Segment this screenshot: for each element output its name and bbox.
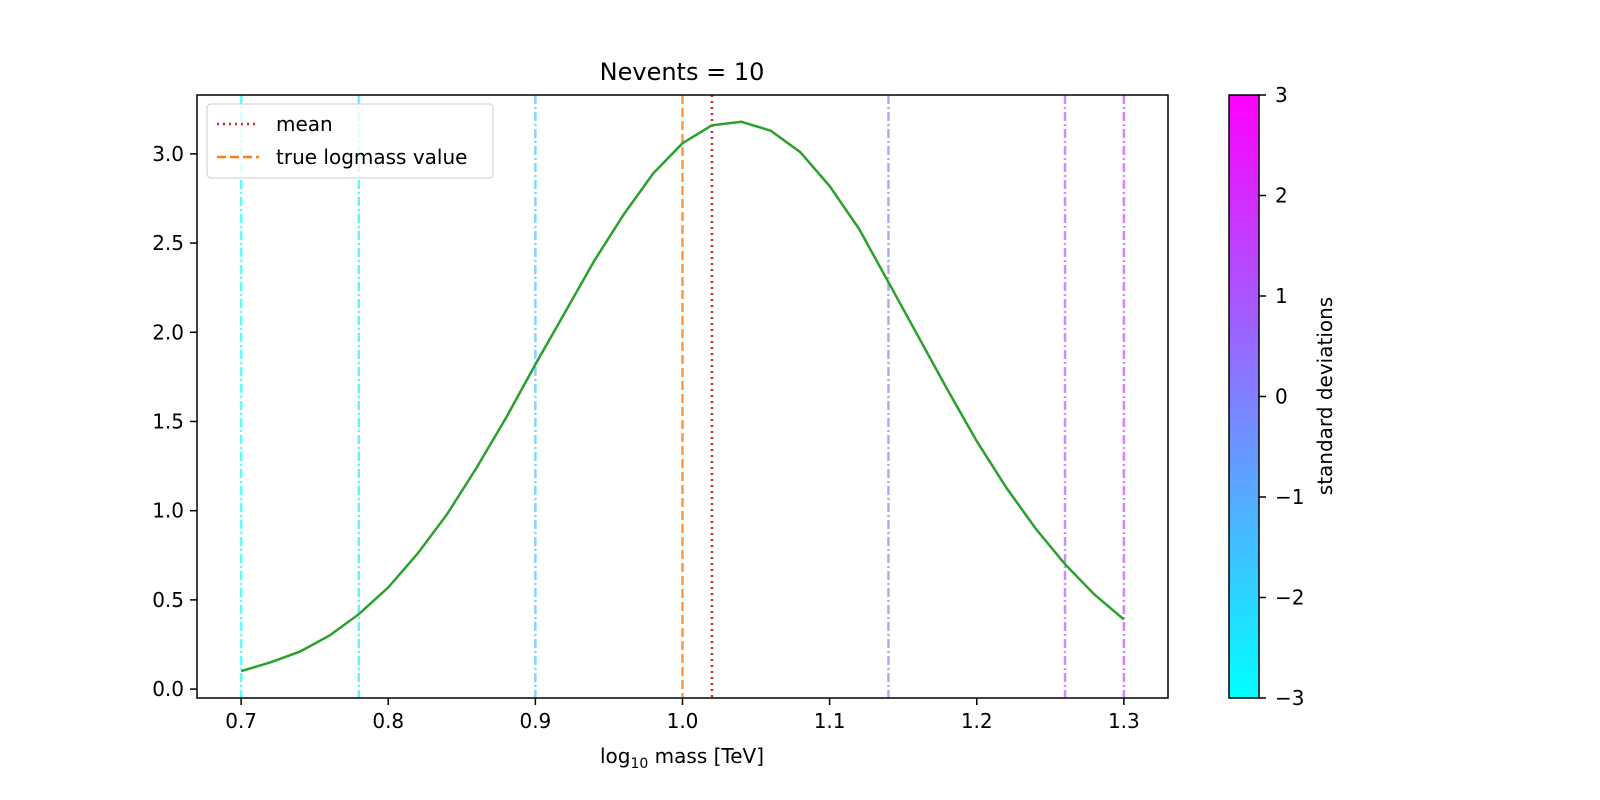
y-tick-label-2: 1.0 [152, 499, 184, 523]
x-axis-label-prefix: log [600, 744, 631, 768]
legend-label-true-logmass: true logmass value [276, 145, 467, 169]
y-tick-label-3: 1.5 [152, 409, 184, 433]
likelihood-curve [240, 120, 1125, 673]
y-tick-label-4: 2.0 [152, 320, 184, 344]
colorbar-tick-label-2: −1 [1275, 485, 1304, 509]
x-axis-label-subscript: 10 [630, 756, 648, 772]
y-tick-label-1: 0.5 [152, 588, 184, 612]
y-tick-label-0: 0.0 [152, 677, 184, 701]
curve-layer [240, 120, 1125, 673]
colorbar-tick-label-3: 0 [1275, 385, 1288, 409]
y-tick-label-6: 3.0 [152, 142, 184, 166]
colorbar-ticks-layer: −3 −2 −1 0 1 2 3 [1259, 83, 1304, 710]
colorbar-tick-label-4: 1 [1275, 284, 1288, 308]
legend-label-mean: mean [276, 112, 333, 136]
colorbar-tick-label-1: −2 [1275, 586, 1304, 610]
colorbar-tick-label-6: 3 [1275, 83, 1288, 107]
x-tick-label-3: 1.0 [667, 709, 699, 733]
plot-frame [196, 94, 1169, 699]
x-axis-label: log10 mass [TeV] [600, 744, 764, 772]
y-tick-label-5: 2.5 [152, 231, 184, 255]
axis-ticks-layer: 0.7 0.8 0.9 1.0 1.1 1.2 1.3 0.0 0.5 1.0 1.5 2.0 2.5 3… [152, 142, 1140, 733]
colorbar-tick-label-5: 2 [1275, 184, 1288, 208]
chart-title: Nevents = 10 [600, 58, 765, 86]
colorbar: −3 −2 −1 0 1 2 3 standard deviations [1228, 83, 1337, 710]
x-axis-label-suffix: mass [TeV] [648, 744, 764, 768]
colorbar-gradient [1228, 94, 1260, 699]
x-tick-label-2: 0.9 [519, 709, 551, 733]
legend-box [206, 103, 494, 179]
x-tick-label-5: 1.2 [961, 709, 993, 733]
x-tick-label-1: 0.8 [372, 709, 404, 733]
colorbar-tick-label-0: −3 [1275, 686, 1304, 710]
colorbar-label: standard deviations [1313, 297, 1337, 495]
vertical-lines-layer [239, 95, 1126, 698]
legend: mean true logmass value [206, 103, 494, 179]
x-tick-label-0: 0.7 [225, 709, 257, 733]
x-tick-label-4: 1.1 [814, 709, 846, 733]
x-tick-label-6: 1.3 [1108, 709, 1140, 733]
